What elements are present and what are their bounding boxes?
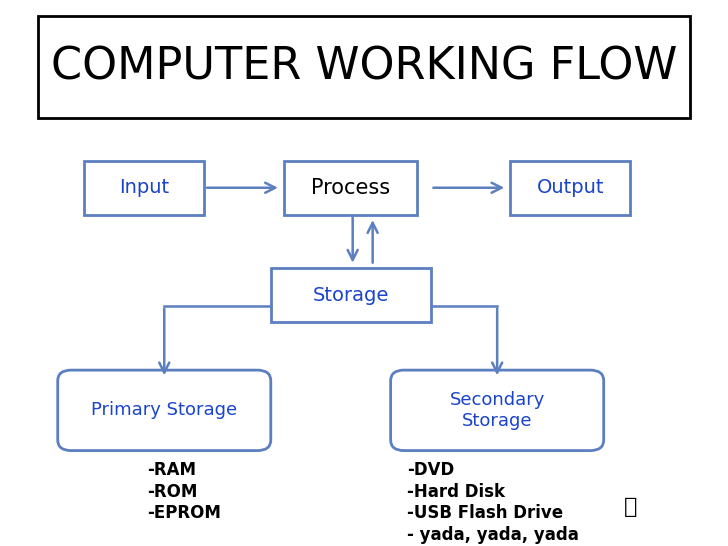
Text: Secondary
Storage: Secondary Storage	[449, 391, 545, 430]
FancyBboxPatch shape	[510, 161, 630, 215]
FancyBboxPatch shape	[284, 161, 417, 215]
Text: -DVD: -DVD	[407, 461, 454, 479]
Text: COMPUTER WORKING FLOW: COMPUTER WORKING FLOW	[51, 45, 677, 88]
Text: Input: Input	[119, 178, 170, 197]
Text: Primary Storage: Primary Storage	[91, 401, 237, 419]
Text: Output: Output	[537, 178, 604, 197]
FancyBboxPatch shape	[38, 16, 690, 118]
FancyBboxPatch shape	[271, 268, 430, 322]
Text: Storage: Storage	[312, 286, 389, 305]
Text: -USB Flash Drive: -USB Flash Drive	[407, 504, 563, 522]
FancyBboxPatch shape	[391, 370, 604, 450]
Text: -RAM: -RAM	[148, 461, 197, 479]
Text: -EPROM: -EPROM	[148, 504, 221, 522]
FancyBboxPatch shape	[58, 370, 271, 450]
Text: -Hard Disk: -Hard Disk	[407, 483, 505, 501]
Text: -ROM: -ROM	[148, 483, 198, 501]
FancyBboxPatch shape	[84, 161, 204, 215]
Text: - yada, yada, yada: - yada, yada, yada	[407, 526, 579, 544]
Text: Process: Process	[311, 178, 390, 198]
